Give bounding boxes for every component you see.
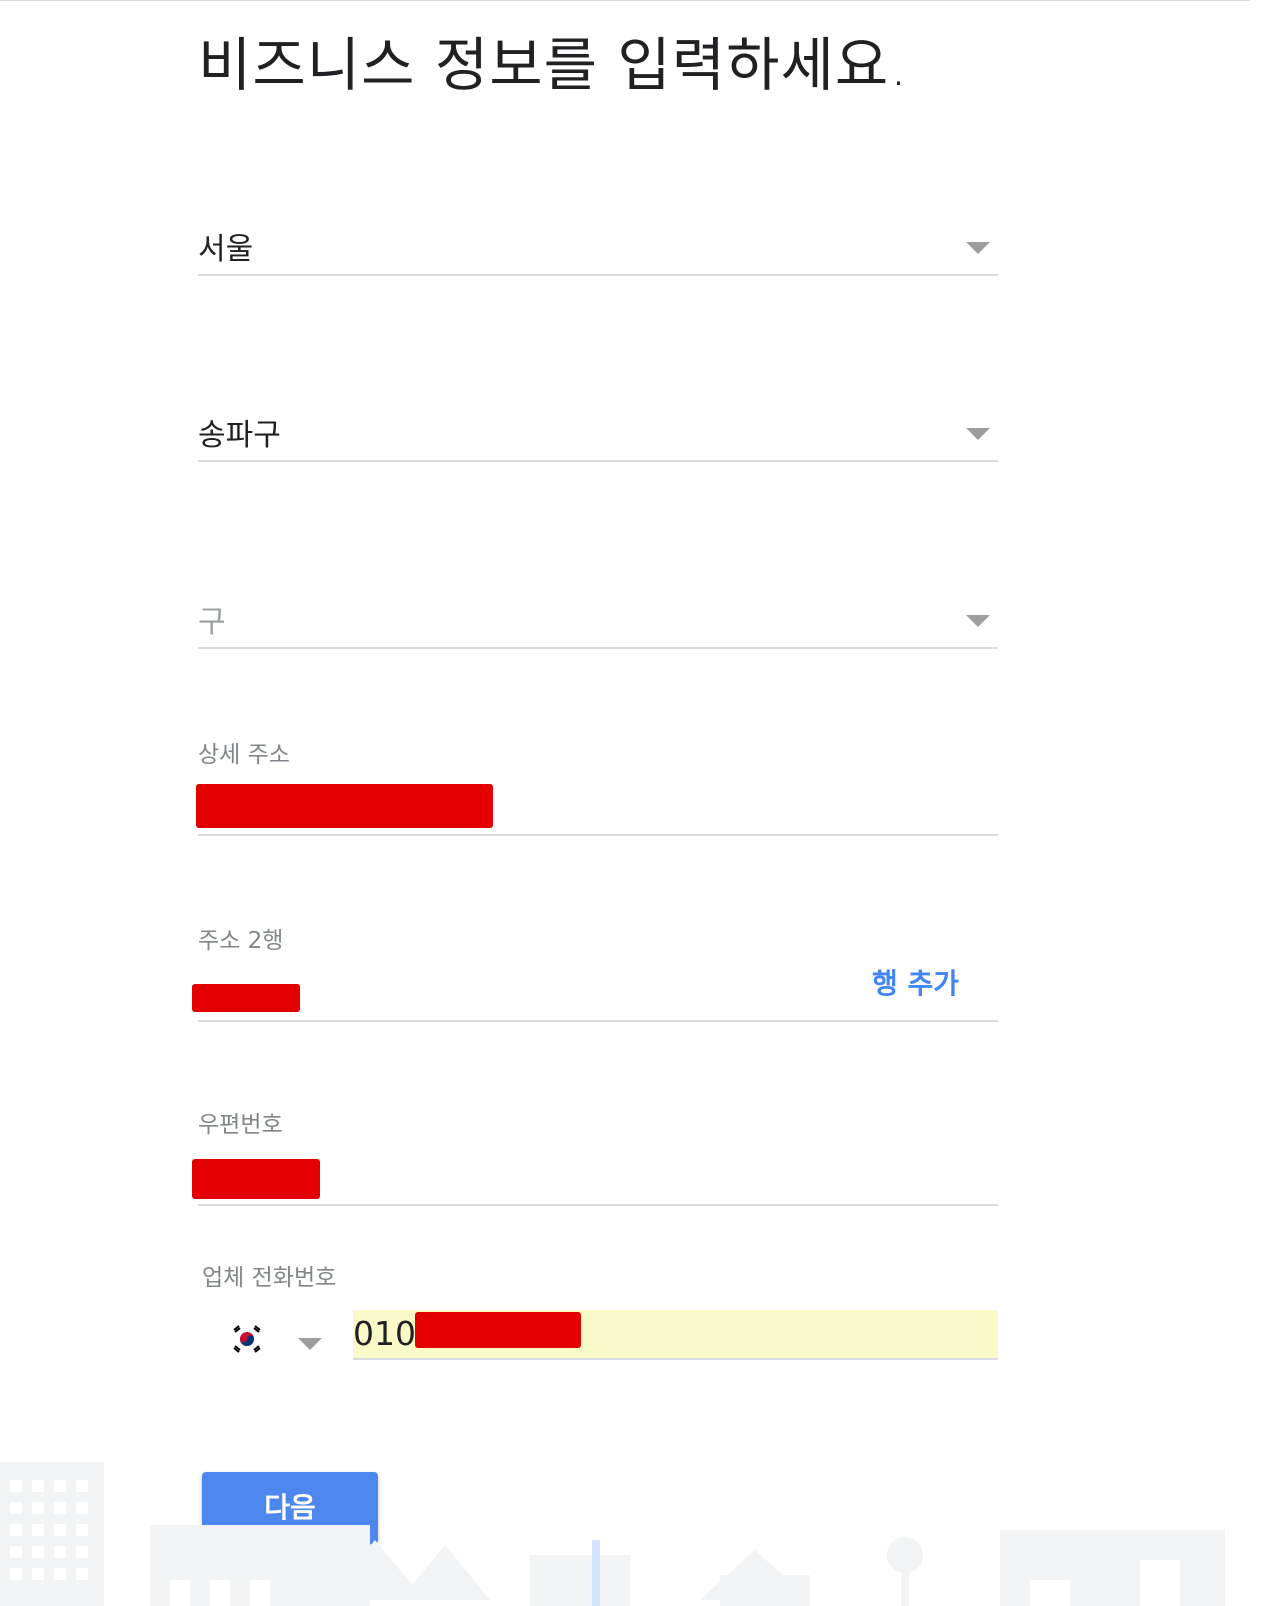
address-line2-label: 주소 2행 [198, 928, 284, 954]
postal-code-label: 우편번호 [198, 1112, 283, 1138]
chevron-down-icon [966, 615, 990, 627]
postal-code-field[interactable]: 우편번호 [192, 1100, 998, 1210]
redacted-address-line2-value [192, 984, 300, 1012]
gu-select[interactable]: 구 [198, 573, 998, 653]
address-detail-field[interactable]: 상세 주소 [196, 730, 998, 840]
gu-underline [198, 647, 998, 649]
address-detail-underline [198, 834, 998, 836]
south-korea-flag-icon [233, 1325, 261, 1353]
postal-code-underline [198, 1204, 998, 1206]
city-skyline-illustration [0, 1462, 1225, 1606]
city-select[interactable]: 서울 [198, 200, 998, 280]
address-line2-underline [198, 1020, 998, 1022]
redacted-phone-value [415, 1312, 581, 1348]
add-line-button[interactable]: 행 추가 [872, 967, 960, 1000]
district-underline [198, 460, 998, 462]
address-line2-field[interactable]: 주소 2행 행 추가 [192, 916, 998, 1026]
phone-field: 업체 전화번호 010 [202, 1265, 998, 1364]
district-select-value: 송파구 [198, 418, 281, 453]
phone-label: 업체 전화번호 [202, 1265, 337, 1291]
chevron-down-icon [298, 1338, 322, 1350]
chevron-down-icon [966, 242, 990, 254]
district-select[interactable]: 송파구 [198, 386, 998, 466]
phone-input[interactable]: 010 [353, 1310, 998, 1360]
redacted-postal-code-value [192, 1159, 320, 1199]
city-select-value: 서울 [198, 232, 254, 267]
redacted-address-value [196, 784, 493, 828]
page-title: 비즈니스 정보를 입력하세요. [198, 31, 909, 99]
address-detail-label: 상세 주소 [198, 742, 290, 768]
top-divider [0, 0, 1250, 6]
phone-value-prefix: 010 [353, 1314, 416, 1353]
country-code-select[interactable] [228, 1320, 328, 1364]
chevron-down-icon [966, 428, 990, 440]
gu-select-placeholder: 구 [198, 605, 226, 640]
city-underline [198, 274, 998, 276]
